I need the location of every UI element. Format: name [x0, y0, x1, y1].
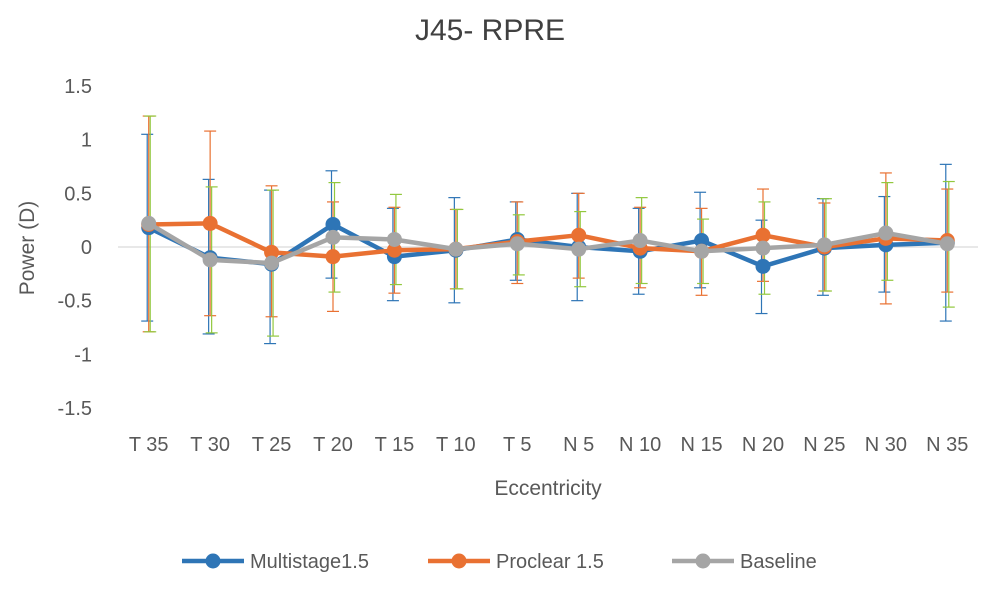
legend-swatch-marker [695, 553, 711, 569]
legend-label: Baseline [740, 551, 817, 573]
data-point [571, 241, 587, 257]
data-point [509, 236, 525, 252]
x-tick-label: T 5 [503, 434, 532, 456]
data-point [202, 215, 218, 231]
data-point [755, 258, 771, 274]
y-tick-label: 0.5 [64, 183, 92, 205]
error-bars [141, 115, 955, 345]
x-tick-label: N 30 [865, 434, 907, 456]
y-tick-label: -0.5 [58, 291, 92, 313]
x-tick-label: T 10 [436, 434, 476, 456]
data-point [264, 255, 280, 271]
y-tick-label: -1.5 [58, 398, 92, 420]
x-tick-label: T 20 [313, 434, 353, 456]
y-axis: -1.5 -1 -0.5 0 0.5 1 1.5 [58, 76, 92, 420]
x-axis-title: Eccentricity [494, 477, 602, 500]
data-point [386, 242, 402, 258]
data-point [264, 244, 280, 260]
x-tick-label: T 15 [375, 434, 415, 456]
data-point [694, 243, 710, 259]
x-tick-label: T 25 [252, 434, 292, 456]
series-line [147, 221, 948, 266]
data-point [202, 252, 218, 268]
y-tick-label: 1 [81, 130, 92, 152]
data-point [632, 233, 648, 249]
data-point [325, 249, 341, 265]
legend: Multistage1.5 Proclear 1.5 Baseline [182, 551, 817, 573]
y-tick-label: 1.5 [64, 76, 92, 98]
data-point [386, 231, 402, 247]
data-point [694, 233, 710, 249]
data-point [939, 236, 955, 252]
x-tick-label: T 35 [129, 434, 169, 456]
y-axis-title: Power (D) [16, 201, 39, 296]
legend-item: Baseline [672, 551, 817, 573]
legend-label: Proclear 1.5 [496, 551, 604, 573]
legend-item: Proclear 1.5 [428, 551, 604, 573]
x-tick-label: N 15 [680, 434, 722, 456]
legend-item: Multistage1.5 [182, 551, 369, 573]
data-series [141, 215, 955, 274]
x-tick-label: N 5 [563, 434, 594, 456]
x-tick-label: N 25 [803, 434, 845, 456]
x-tick-label: N 35 [926, 434, 968, 456]
data-point [816, 237, 832, 253]
data-point [325, 216, 341, 232]
x-tick-label: N 20 [742, 434, 784, 456]
chart-title: J45- RPRE [415, 14, 565, 47]
legend-swatch-marker [205, 553, 221, 569]
data-point [571, 227, 587, 243]
data-point [878, 225, 894, 241]
data-point [755, 240, 771, 256]
data-point [325, 229, 341, 245]
data-point [755, 227, 771, 243]
legend-label: Multistage1.5 [250, 551, 369, 573]
data-point [448, 241, 464, 257]
y-tick-label: 0 [81, 237, 92, 259]
x-axis: T 35 T 30 T 25 T 20 T 15 T 10 T 5 N 5 N 10 N 15 N … [118, 246, 978, 456]
x-tick-label: T 30 [190, 434, 230, 456]
y-tick-label: -1 [74, 344, 92, 366]
data-point [141, 215, 157, 231]
x-tick-label: N 10 [619, 434, 661, 456]
legend-swatch-marker [451, 553, 467, 569]
